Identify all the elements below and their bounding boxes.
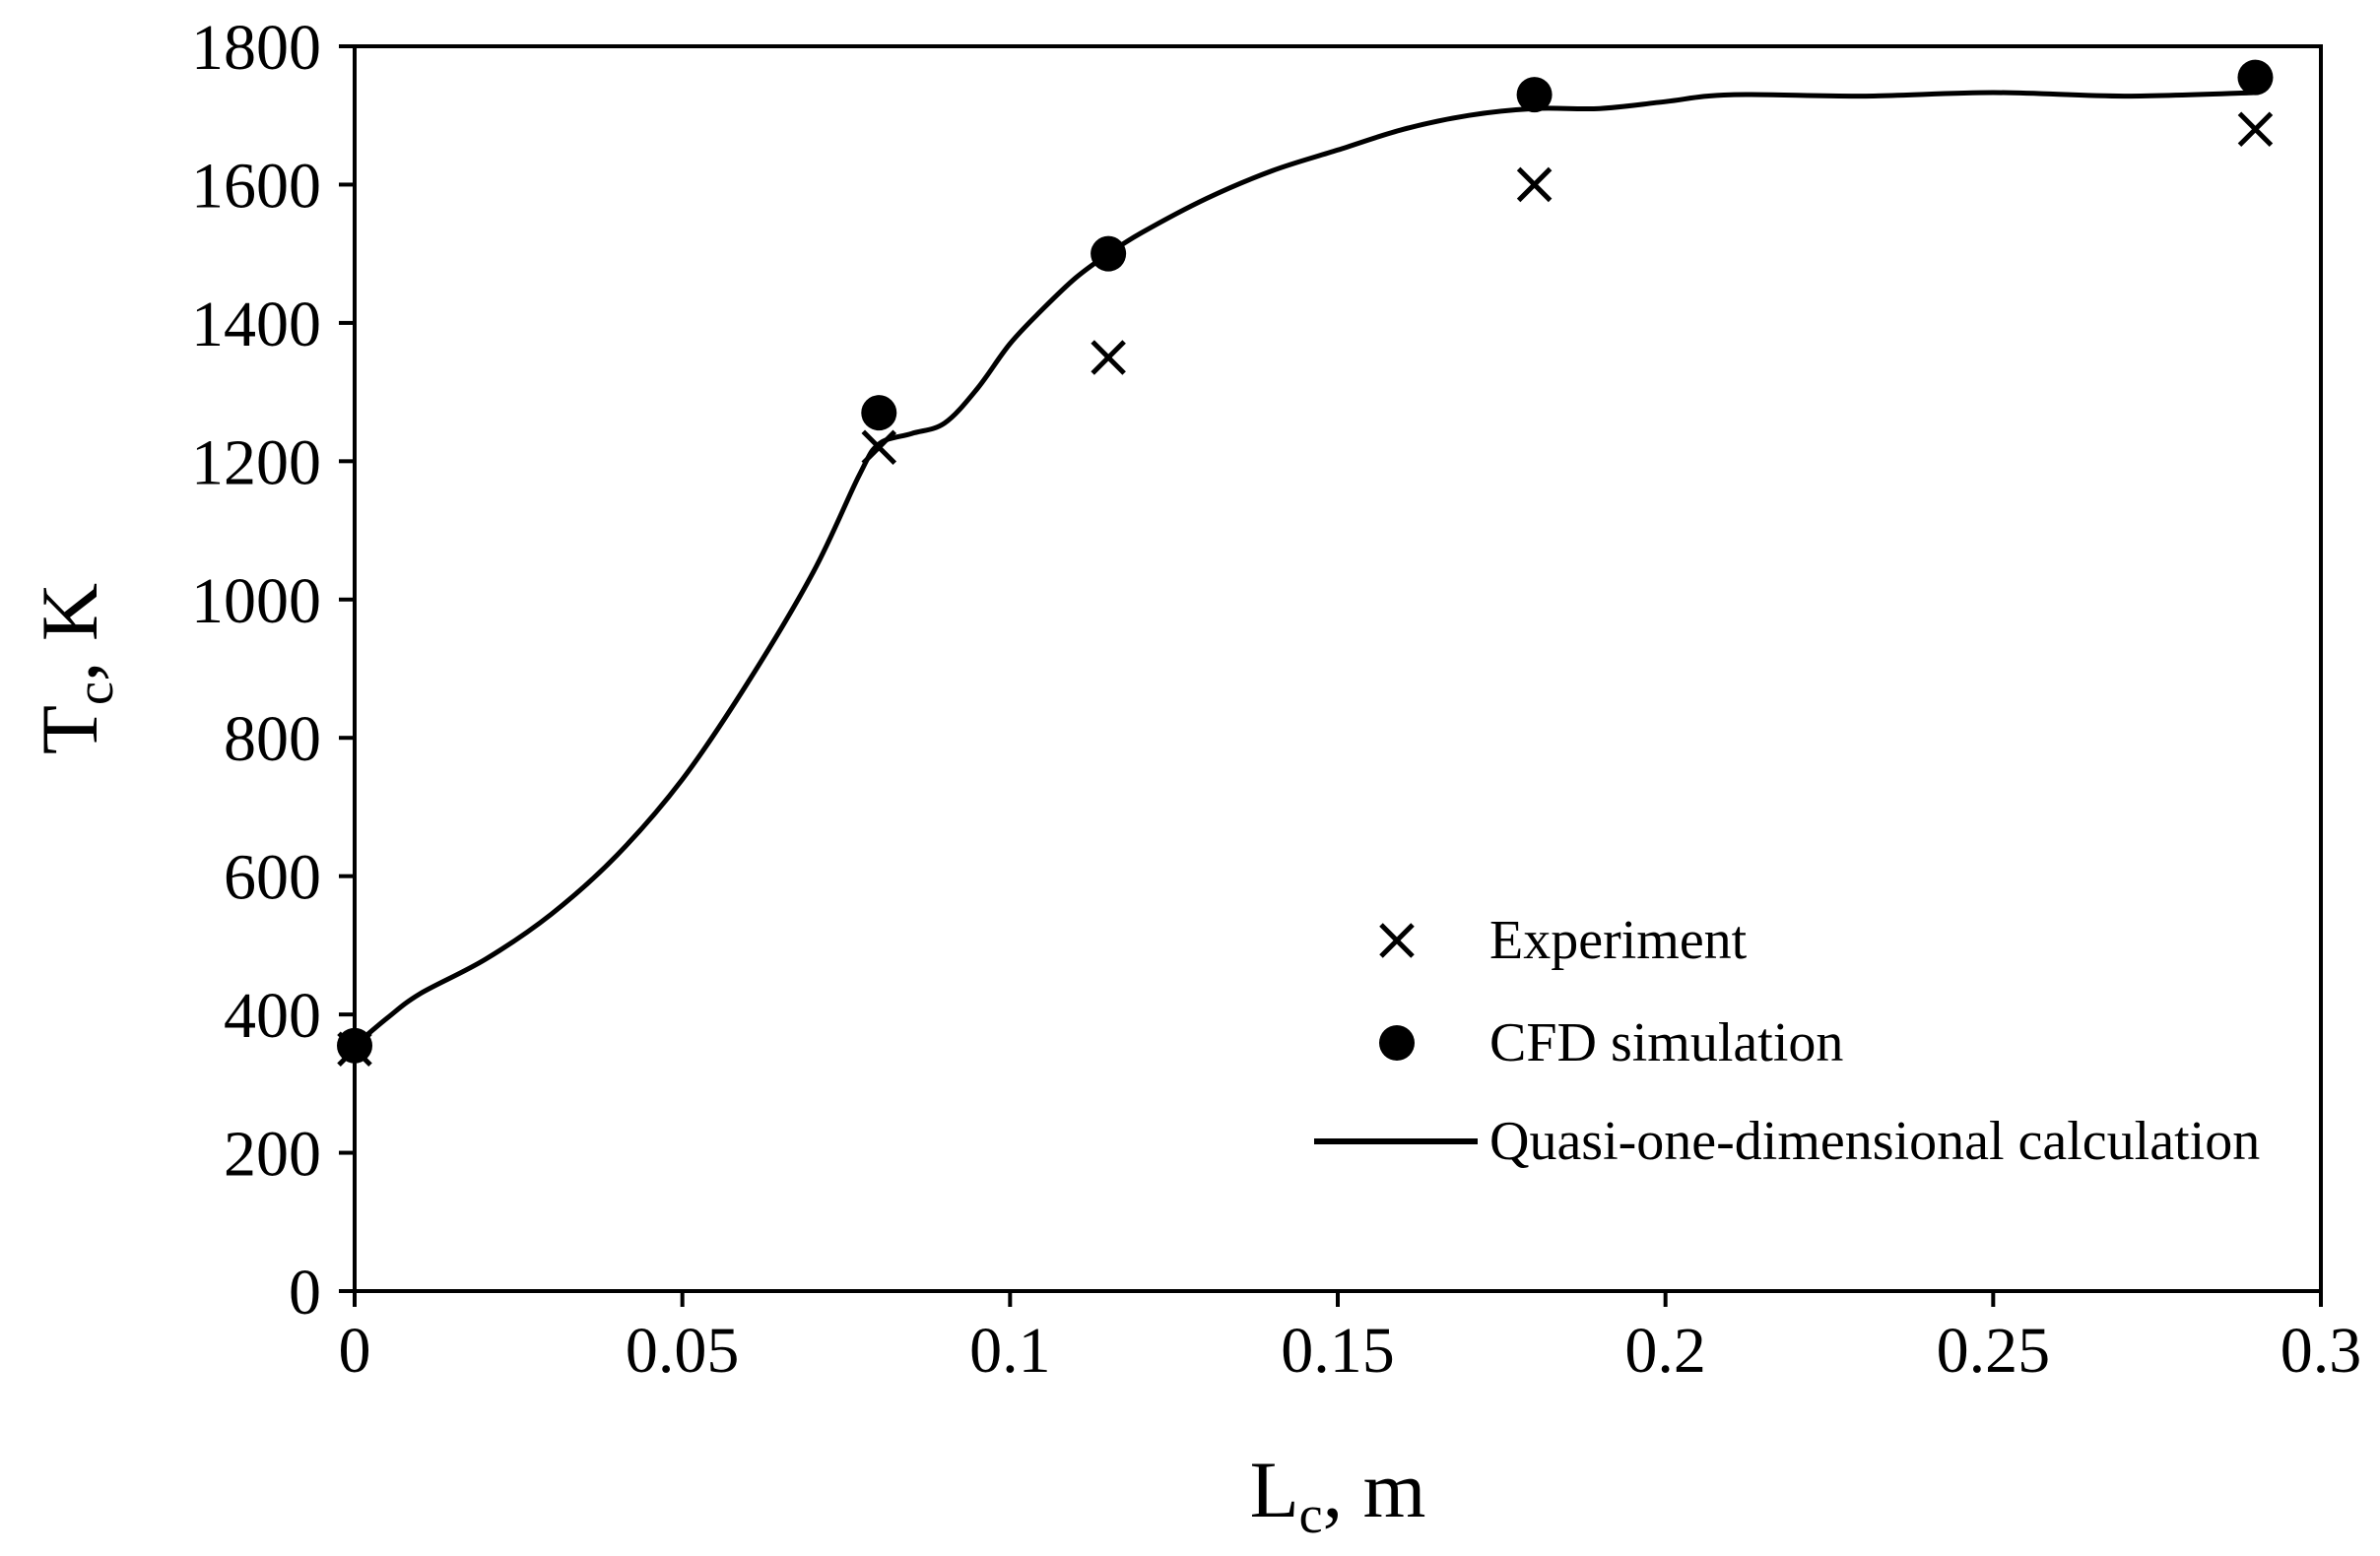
cfd-point [1516,77,1553,113]
x-axis-title-subscript: c [1299,1485,1323,1544]
y-axis-title-main: T [25,705,114,754]
markers-group [337,59,2274,1067]
y-tick-label: 1000 [191,565,321,637]
ticks: 0 0.05 0.1 0.15 0.2 0.25 0.3 0 200 400 600 800 1000 1… [191,12,2361,1387]
legend-cfd-marker [1379,1025,1415,1061]
experiment-point [861,429,897,466]
x-tick-label: 0.15 [1281,1315,1395,1387]
x-axis-title-main: L [1250,1445,1299,1534]
y-tick-label: 1800 [191,12,321,84]
experiment-point [1091,340,1126,375]
x-tick-label: 0.1 [969,1315,1051,1387]
cfd-point [861,395,897,431]
cfd-point [1091,235,1127,272]
y-tick-label: 0 [289,1257,321,1329]
x-tick-label: 0 [339,1315,371,1387]
x-tick-label: 0.05 [626,1315,740,1387]
experiment-point [1516,166,1553,203]
y-axis-title-subscript: c [65,681,124,705]
calculation-curve-group [353,90,2256,1048]
y-axis-title-rest: , K [25,583,114,681]
legend-experiment-label: Experiment [1489,910,1748,971]
y-tick-label: 600 [224,842,321,914]
x-tick-label: 0.2 [1624,1315,1706,1387]
x-tick-label: 0.3 [2281,1315,2362,1387]
y-tick-label: 1400 [191,289,321,360]
y-tick-label: 800 [224,703,321,775]
x-axis-title-rest: , m [1323,1445,1426,1534]
y-axis-title: Tc, K [25,583,124,754]
experiment-point [2237,111,2274,148]
y-tick-label: 400 [224,980,321,1052]
y-tick-label: 1200 [191,426,321,498]
cfd-point [337,1027,372,1064]
legend-cfd-label: CFD simulation [1489,1012,1843,1073]
calculation-line [353,90,2256,1048]
cfd-point [2237,59,2274,96]
x-tick-label: 0.25 [1937,1315,2051,1387]
x-axis-title: Lc, m [1250,1445,1426,1544]
legend: Experiment CFD simulation Quasi-one-dime… [1314,910,2260,1172]
legend-calculation-label: Quasi-one-dimensional calculation [1489,1111,2260,1172]
legend-experiment-marker [1379,923,1415,958]
y-tick-label: 1600 [191,150,321,222]
y-tick-label: 200 [224,1119,321,1191]
plot-area-frame [353,44,2323,1293]
